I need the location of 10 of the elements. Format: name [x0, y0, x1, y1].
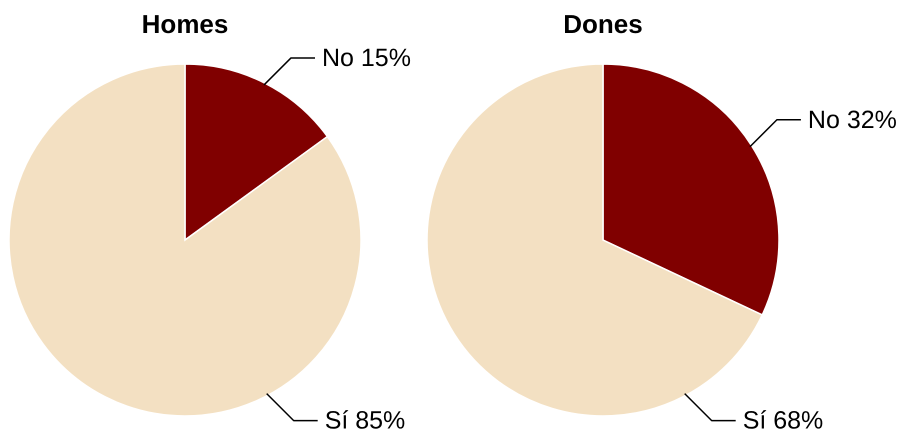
- chart-title: Dones: [563, 9, 643, 39]
- data-label: 85%: [355, 406, 406, 432]
- chart-title: Homes: [142, 9, 228, 39]
- slice-label: Sí: [324, 406, 348, 432]
- data-label: 15%: [360, 44, 411, 72]
- data-label: 32%: [846, 106, 897, 134]
- slice-label: Sí: [742, 406, 766, 432]
- slice-label: No: [808, 106, 840, 134]
- data-label: 68%: [773, 406, 824, 432]
- slice-label: No: [322, 44, 354, 72]
